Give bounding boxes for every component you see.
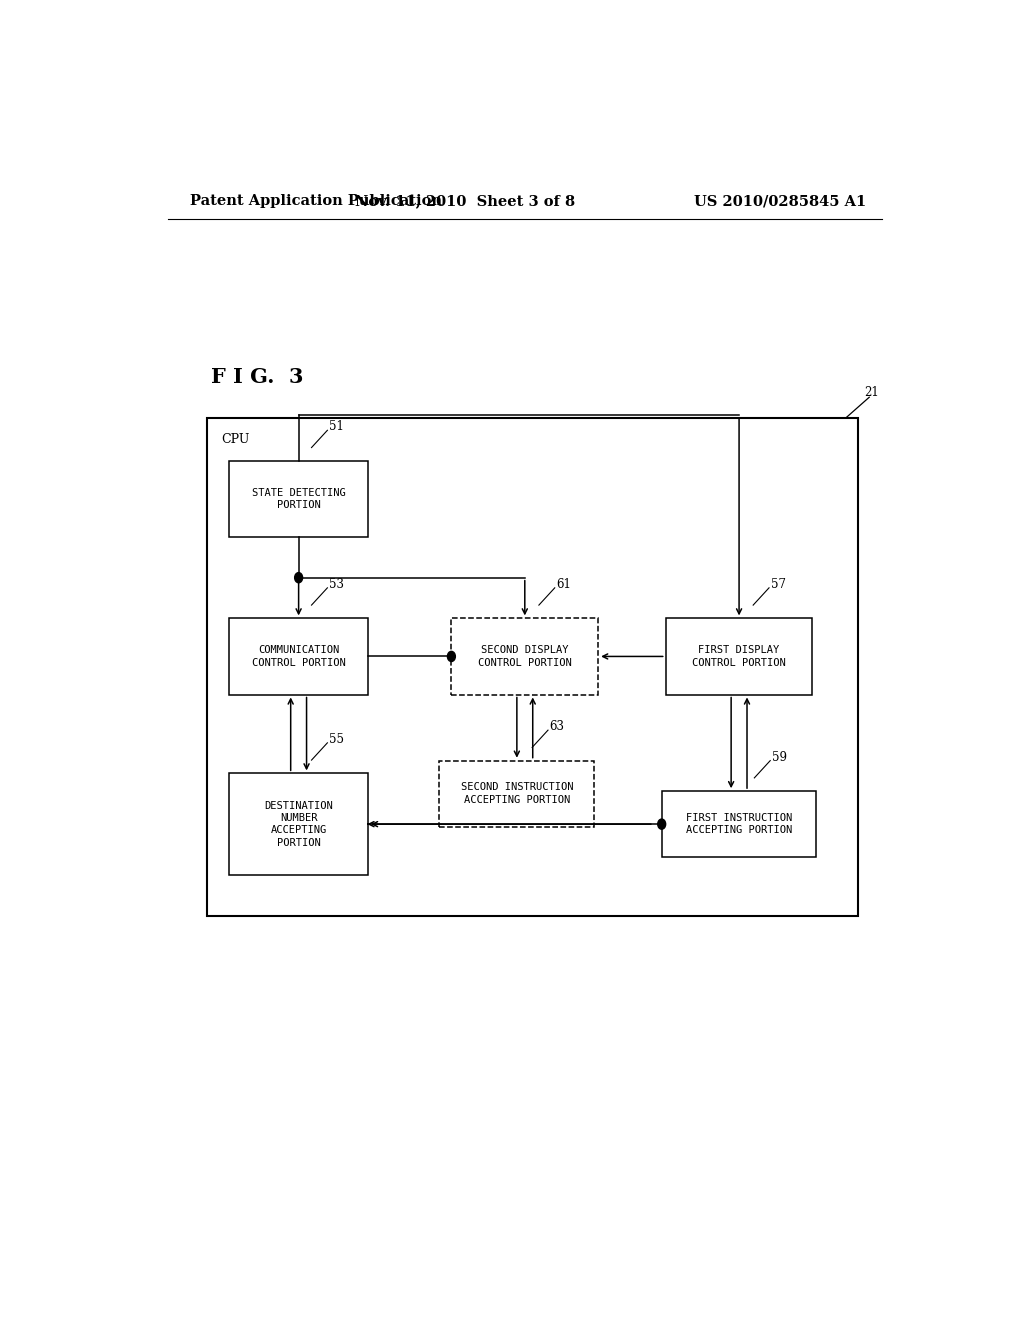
Text: F I G.  3: F I G. 3 — [211, 367, 304, 387]
Text: CPU: CPU — [221, 433, 250, 446]
Text: Nov. 11, 2010  Sheet 3 of 8: Nov. 11, 2010 Sheet 3 of 8 — [355, 194, 575, 209]
Text: 59: 59 — [772, 751, 786, 764]
Text: FIRST INSTRUCTION
ACCEPTING PORTION: FIRST INSTRUCTION ACCEPTING PORTION — [686, 813, 793, 836]
Circle shape — [295, 573, 303, 582]
Text: DESTINATION
NUMBER
ACCEPTING
PORTION: DESTINATION NUMBER ACCEPTING PORTION — [264, 800, 333, 847]
Text: 55: 55 — [329, 733, 344, 746]
Circle shape — [657, 818, 666, 829]
Circle shape — [447, 651, 456, 661]
Text: SECOND DISPLAY
CONTROL PORTION: SECOND DISPLAY CONTROL PORTION — [478, 645, 571, 668]
Text: 53: 53 — [329, 578, 344, 591]
Text: Patent Application Publication: Patent Application Publication — [189, 194, 442, 209]
Text: FIRST DISPLAY
CONTROL PORTION: FIRST DISPLAY CONTROL PORTION — [692, 645, 786, 668]
Text: SECOND INSTRUCTION
ACCEPTING PORTION: SECOND INSTRUCTION ACCEPTING PORTION — [461, 783, 573, 805]
Text: STATE DETECTING
PORTION: STATE DETECTING PORTION — [252, 487, 345, 510]
Bar — [229, 618, 368, 694]
Text: 61: 61 — [556, 578, 571, 591]
Text: US 2010/0285845 A1: US 2010/0285845 A1 — [694, 194, 866, 209]
Bar — [229, 461, 368, 537]
Text: 21: 21 — [864, 387, 880, 399]
Bar — [439, 760, 594, 826]
Bar — [662, 791, 816, 857]
Text: COMMUNICATION
CONTROL PORTION: COMMUNICATION CONTROL PORTION — [252, 645, 345, 668]
Text: 63: 63 — [550, 721, 564, 733]
Bar — [666, 618, 812, 694]
Text: 57: 57 — [771, 578, 785, 591]
Bar — [229, 774, 368, 875]
Bar — [452, 618, 598, 694]
Text: 51: 51 — [329, 420, 344, 433]
Bar — [207, 417, 858, 916]
